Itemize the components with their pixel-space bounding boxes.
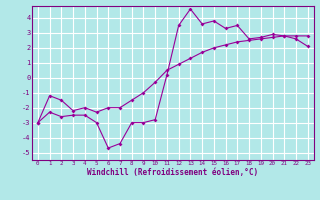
X-axis label: Windchill (Refroidissement éolien,°C): Windchill (Refroidissement éolien,°C) [87,168,258,177]
